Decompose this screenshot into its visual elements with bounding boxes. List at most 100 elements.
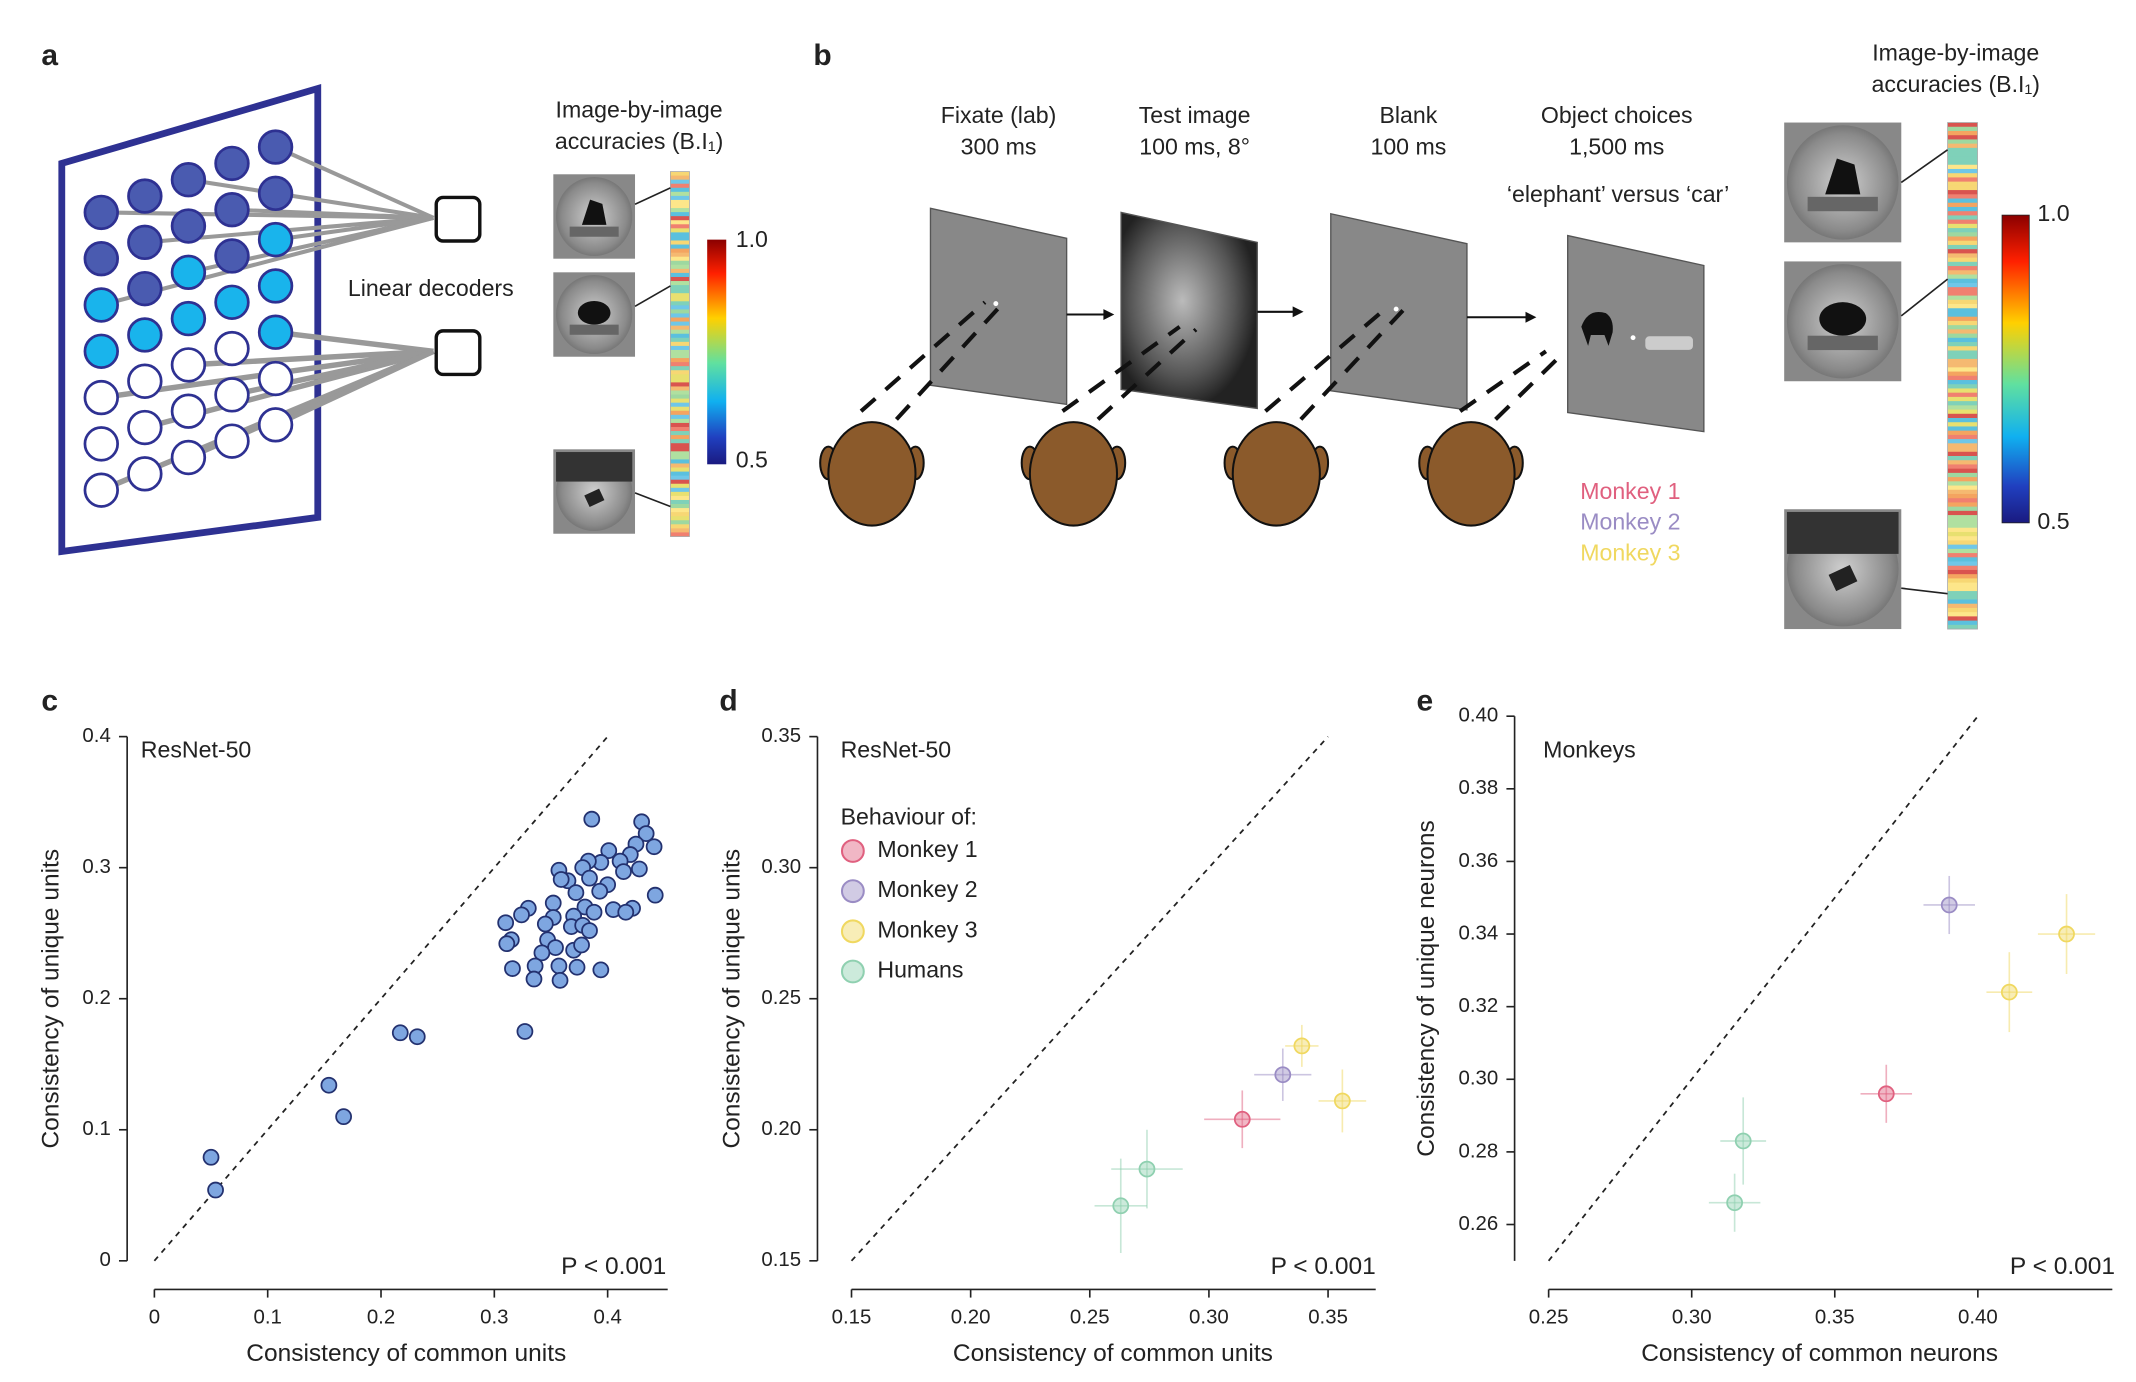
x-tick-label: 0.3	[480, 1306, 508, 1328]
accuracy-stripe	[1947, 130, 1978, 136]
accuracy-stripe	[1947, 211, 1978, 216]
accuracy-stripe	[670, 439, 690, 444]
unit	[170, 208, 207, 244]
accuracy-stripe	[1947, 232, 1978, 237]
legend-label: Monkey 2	[877, 876, 977, 902]
accuracy-stripe	[1947, 299, 1978, 305]
accuracy-stripe	[670, 289, 690, 294]
accuracy-stripe	[1947, 515, 1978, 520]
head	[1231, 421, 1321, 527]
accuracy-stripe	[670, 305, 690, 310]
accuracy-stripe	[1947, 126, 1978, 132]
head	[1028, 421, 1119, 527]
accuracy-stripe	[670, 447, 690, 452]
accuracy-stripe	[670, 382, 690, 387]
annotation: P < 0.001	[2010, 1253, 2115, 1280]
accuracy-stripe	[670, 264, 690, 270]
accuracy-stripe	[670, 394, 690, 400]
accuracy-stripe	[670, 216, 690, 221]
point	[498, 935, 516, 953]
unit	[83, 333, 119, 369]
point	[391, 1024, 409, 1042]
accuracy-stripe	[1947, 375, 1978, 381]
accuracy-stripe	[1947, 447, 1978, 453]
y-tick-label: 0.30	[761, 856, 801, 878]
x-tick-label: 0.35	[1815, 1306, 1855, 1328]
accuracy-stripe	[1947, 616, 1978, 622]
point	[550, 957, 568, 975]
accuracy-stripe	[1947, 257, 1978, 263]
legend-marker	[840, 959, 865, 984]
accuracy-stripe	[670, 414, 690, 420]
accuracy-stripe	[670, 248, 690, 254]
network-plane	[58, 83, 322, 556]
point	[2000, 983, 2018, 1001]
point	[573, 936, 590, 954]
y-tick-label: 0.20	[761, 1118, 801, 1140]
point	[335, 1108, 352, 1126]
x-tick-label: 0.2	[367, 1306, 395, 1328]
gaze-line	[1458, 349, 1548, 413]
accuracy-stripe	[1947, 544, 1978, 550]
accuracy-stripe	[670, 183, 690, 189]
unit	[127, 409, 163, 446]
accuracy-stripe	[1947, 510, 1978, 516]
accuracy-stripe	[670, 366, 690, 371]
stage-detail: 300 ms	[961, 134, 1037, 160]
accuracy-stripe	[670, 354, 690, 359]
accuracy-stripe	[670, 532, 690, 537]
accuracy-stripe	[1947, 477, 1978, 482]
accuracy-stripe	[1947, 249, 1978, 254]
unit	[214, 238, 250, 274]
accuracy-stripe	[1947, 455, 1978, 461]
accuracy-stripe	[1947, 595, 1978, 600]
accuracy-stripe	[670, 528, 690, 533]
point	[600, 842, 618, 860]
annotation: P < 0.001	[1271, 1253, 1376, 1280]
point	[2058, 925, 2075, 943]
accuracy-stripe	[670, 329, 690, 335]
accuracy-stripe	[1947, 282, 1978, 288]
accuracy-stripe	[670, 175, 690, 181]
point	[1112, 1197, 1130, 1215]
accuracy-stripe	[1947, 519, 1978, 524]
accuracy-stripe	[1947, 358, 1978, 364]
accuracy-stripe	[670, 272, 690, 278]
y-tick-label: 0.34	[1459, 922, 1499, 944]
accuracy-stripe	[670, 431, 690, 436]
accuracy-stripe	[670, 317, 690, 322]
accuracy-stripe	[1947, 206, 1978, 212]
point	[592, 961, 610, 979]
silhouette	[584, 488, 605, 508]
unit	[257, 268, 294, 304]
x-tick-label: 0.35	[1308, 1306, 1348, 1328]
panel-label: c	[41, 684, 58, 717]
y-tick-label: 0.26	[1459, 1213, 1499, 1235]
unit	[83, 426, 119, 462]
unit	[127, 456, 163, 492]
accuracy-stripe	[1947, 422, 1978, 427]
accuracy-stripe	[1947, 498, 1978, 503]
accuracy-stripe	[670, 260, 690, 266]
accuracy-stripe	[1947, 291, 1978, 297]
legend-label: Humans	[877, 957, 963, 983]
accuracy-stripe	[1947, 278, 1978, 284]
point	[1233, 1110, 1251, 1128]
accuracy-stripe	[1947, 392, 1978, 398]
unit	[83, 287, 119, 323]
arrow-head	[1103, 309, 1115, 320]
point	[1940, 896, 1958, 914]
decoder	[434, 195, 482, 243]
fixation-dot	[1630, 335, 1636, 341]
accuracy-stripe	[1947, 506, 1978, 512]
unit	[127, 317, 163, 353]
point	[544, 894, 562, 912]
unit	[257, 221, 294, 258]
point	[497, 914, 515, 932]
accuracy-stripe	[1947, 342, 1978, 347]
accuracy-stripe	[1947, 337, 1978, 343]
accuracy-stripe	[1947, 527, 1978, 533]
colorbar-tick: 0.5	[2037, 508, 2069, 534]
y-tick-label: 0.40	[1459, 705, 1499, 727]
